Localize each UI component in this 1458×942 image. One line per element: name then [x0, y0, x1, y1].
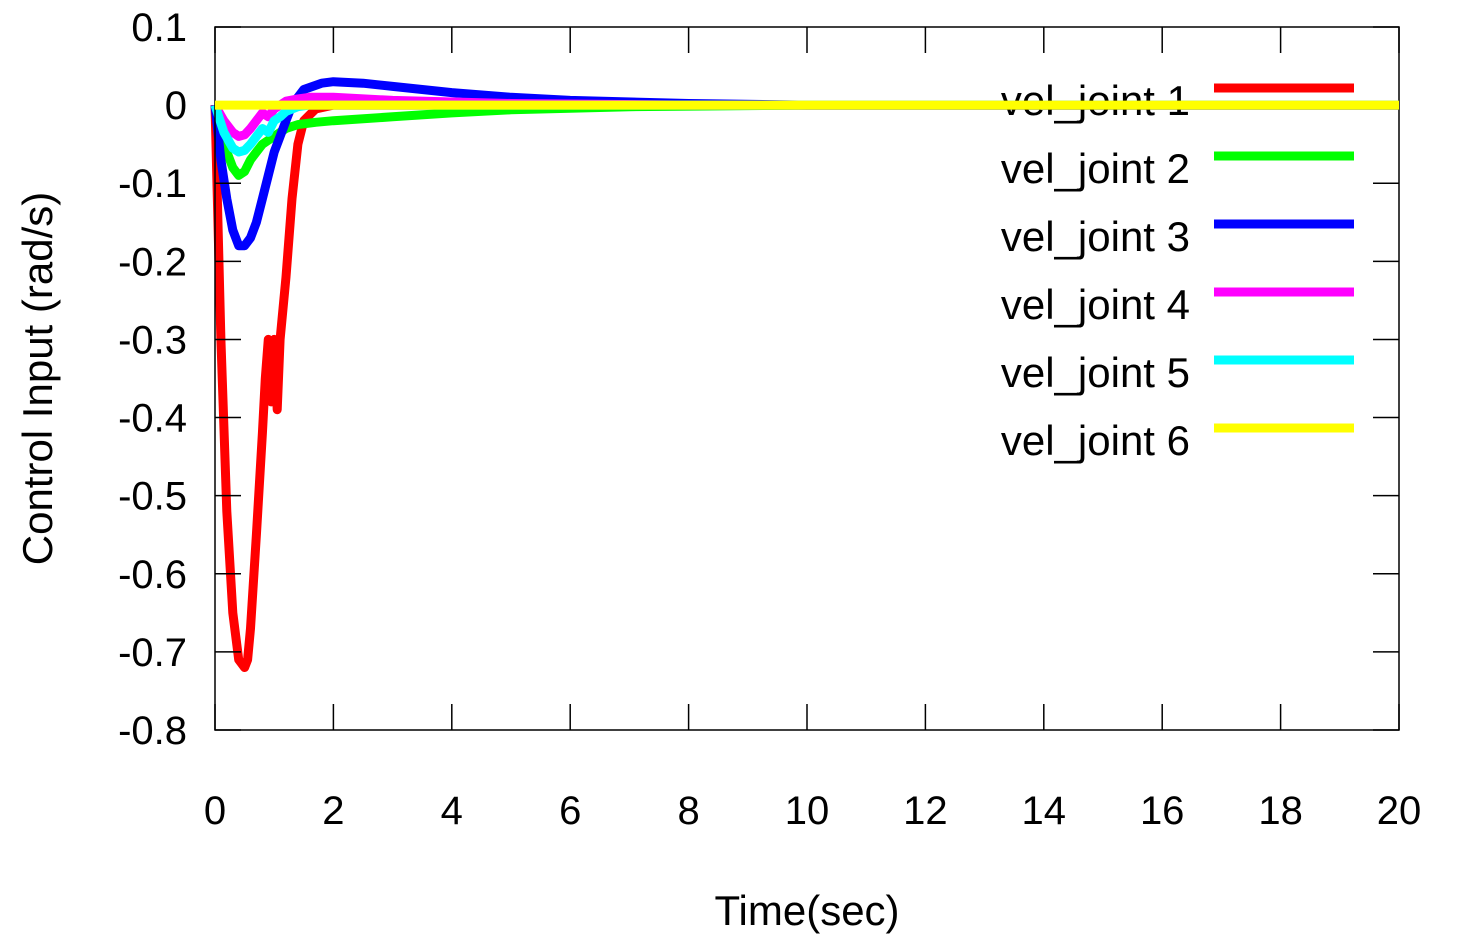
y-tick-label: -0.5 — [118, 475, 187, 519]
y-tick-label: -0.7 — [118, 631, 187, 675]
series-line-5 — [210, 100, 1399, 157]
y-tick-label: -0.6 — [118, 553, 187, 597]
y-tick-label: -0.1 — [118, 162, 187, 206]
x-tick-label: 10 — [785, 789, 830, 833]
y-tick-label: 0 — [165, 84, 187, 128]
series-line-1 — [210, 100, 1399, 672]
x-tick-label: 2 — [322, 789, 344, 833]
plot-frame — [214, 26, 1400, 731]
x-tick-label: 16 — [1140, 789, 1185, 833]
series-layer — [210, 77, 1399, 672]
x-tick-label: 6 — [559, 789, 581, 833]
legend-label-5: vel_joint 5 — [1001, 349, 1190, 396]
y-tick-label: -0.3 — [118, 318, 187, 362]
x-tick-label: 4 — [441, 789, 463, 833]
y-tick-label: -0.2 — [118, 240, 187, 284]
y-axis-label: Control Input (rad/s) — [14, 192, 61, 566]
ticks-layer: 0 2 4 6 8 10 12 14 16 18 20 0.1 0 -0.1 -0.2 -0.3 -0.4 -0.… — [118, 6, 1421, 833]
x-tick-label: 20 — [1377, 789, 1422, 833]
series-line-3 — [210, 77, 1399, 251]
y-tick-label: -0.4 — [118, 397, 187, 441]
x-tick-label: 8 — [677, 789, 699, 833]
y-tick-label: -0.8 — [118, 709, 187, 753]
x-axis-label: Time(sec) — [714, 887, 899, 934]
x-tick-label: 0 — [204, 789, 226, 833]
legend-label-6: vel_joint 6 — [1001, 417, 1190, 464]
x-tick-label: 14 — [1022, 789, 1067, 833]
legend-label-1: vel_joint 1 — [1001, 77, 1190, 124]
series-line-2 — [210, 100, 1399, 180]
x-tick-label: 18 — [1258, 789, 1303, 833]
legend-label-4: vel_joint 4 — [1001, 281, 1190, 328]
x-tick-label: 12 — [903, 789, 948, 833]
y-tick-label: 0.1 — [131, 6, 187, 50]
legend-label-2: vel_joint 2 — [1001, 145, 1190, 192]
legend: vel_joint 1 vel_joint 2 vel_joint 3 vel_joi… — [1001, 77, 1354, 464]
legend-label-3: vel_joint 3 — [1001, 213, 1190, 260]
